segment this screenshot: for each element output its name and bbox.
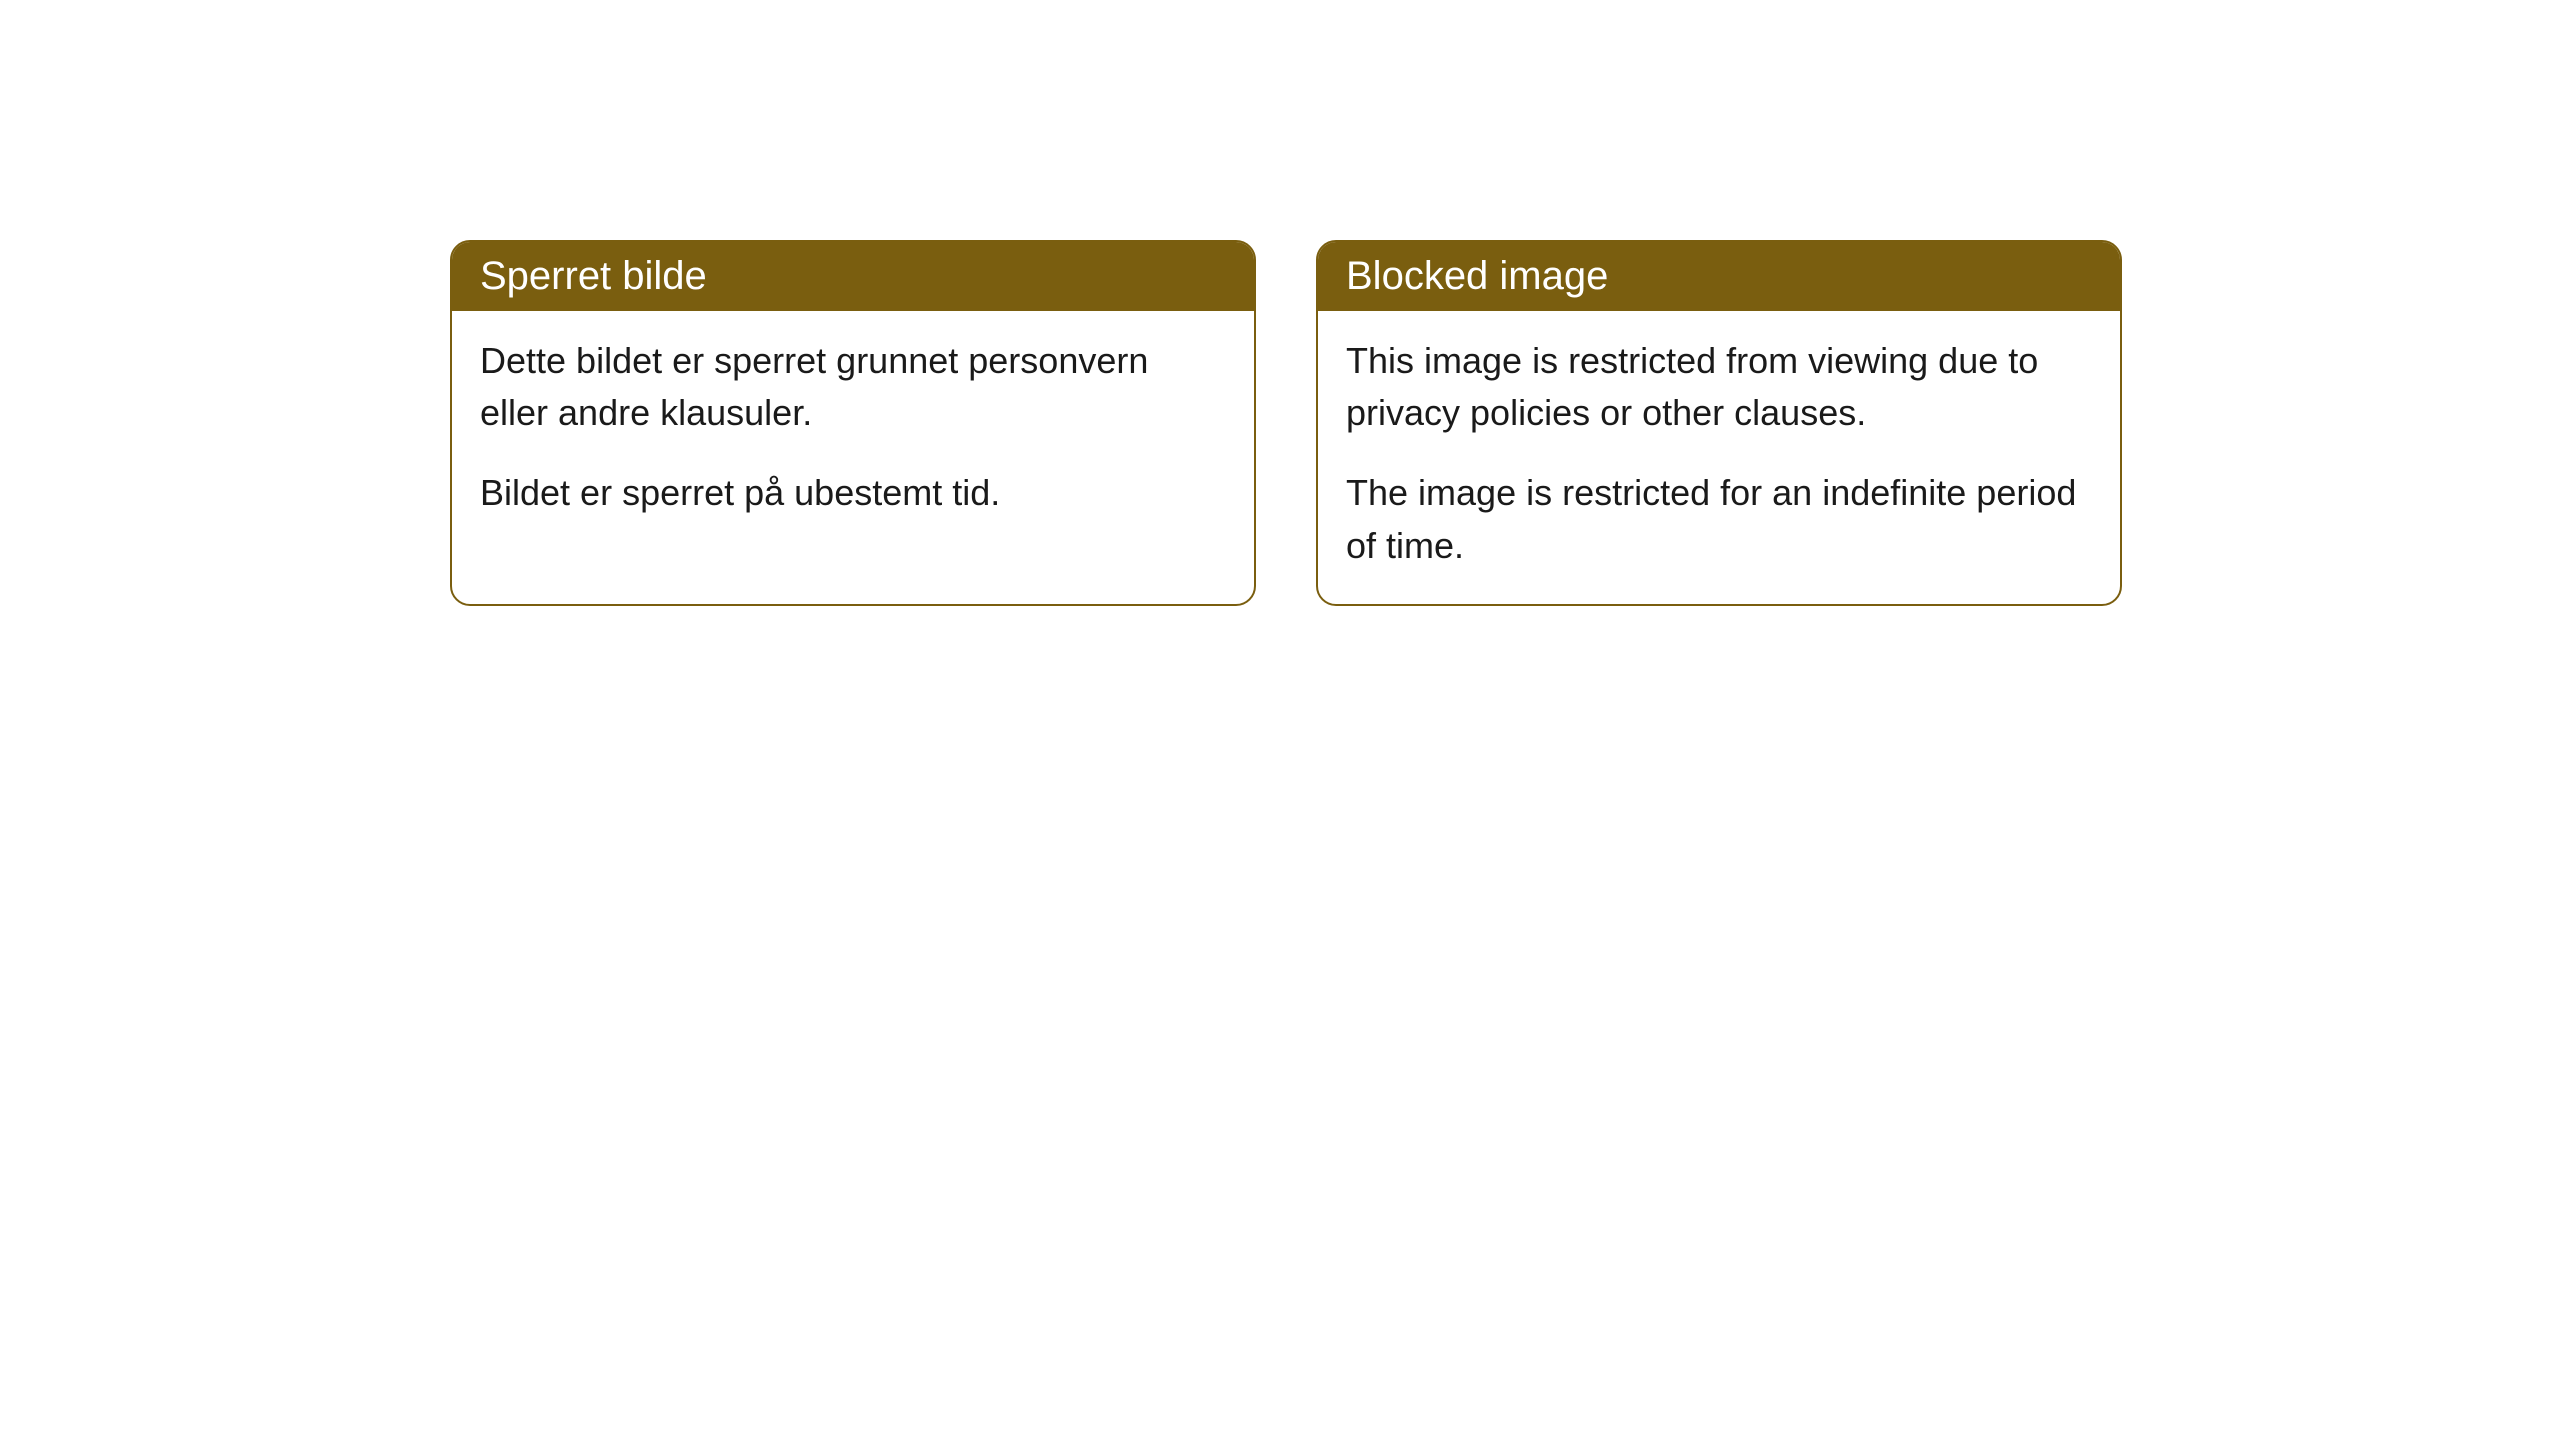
notice-title: Sperret bilde <box>480 254 707 298</box>
notice-paragraph: This image is restricted from viewing du… <box>1346 335 2092 439</box>
notice-card-norwegian: Sperret bilde Dette bildet er sperret gr… <box>450 240 1256 606</box>
notice-title: Blocked image <box>1346 254 1608 298</box>
notice-paragraph: Bildet er sperret på ubestemt tid. <box>480 467 1226 519</box>
notice-card-english: Blocked image This image is restricted f… <box>1316 240 2122 606</box>
notice-header-norwegian: Sperret bilde <box>452 242 1254 311</box>
notice-header-english: Blocked image <box>1318 242 2120 311</box>
notice-cards-container: Sperret bilde Dette bildet er sperret gr… <box>450 240 2122 606</box>
notice-paragraph: The image is restricted for an indefinit… <box>1346 467 2092 571</box>
notice-paragraph: Dette bildet er sperret grunnet personve… <box>480 335 1226 439</box>
notice-body-norwegian: Dette bildet er sperret grunnet personve… <box>452 311 1254 552</box>
notice-body-english: This image is restricted from viewing du… <box>1318 311 2120 604</box>
